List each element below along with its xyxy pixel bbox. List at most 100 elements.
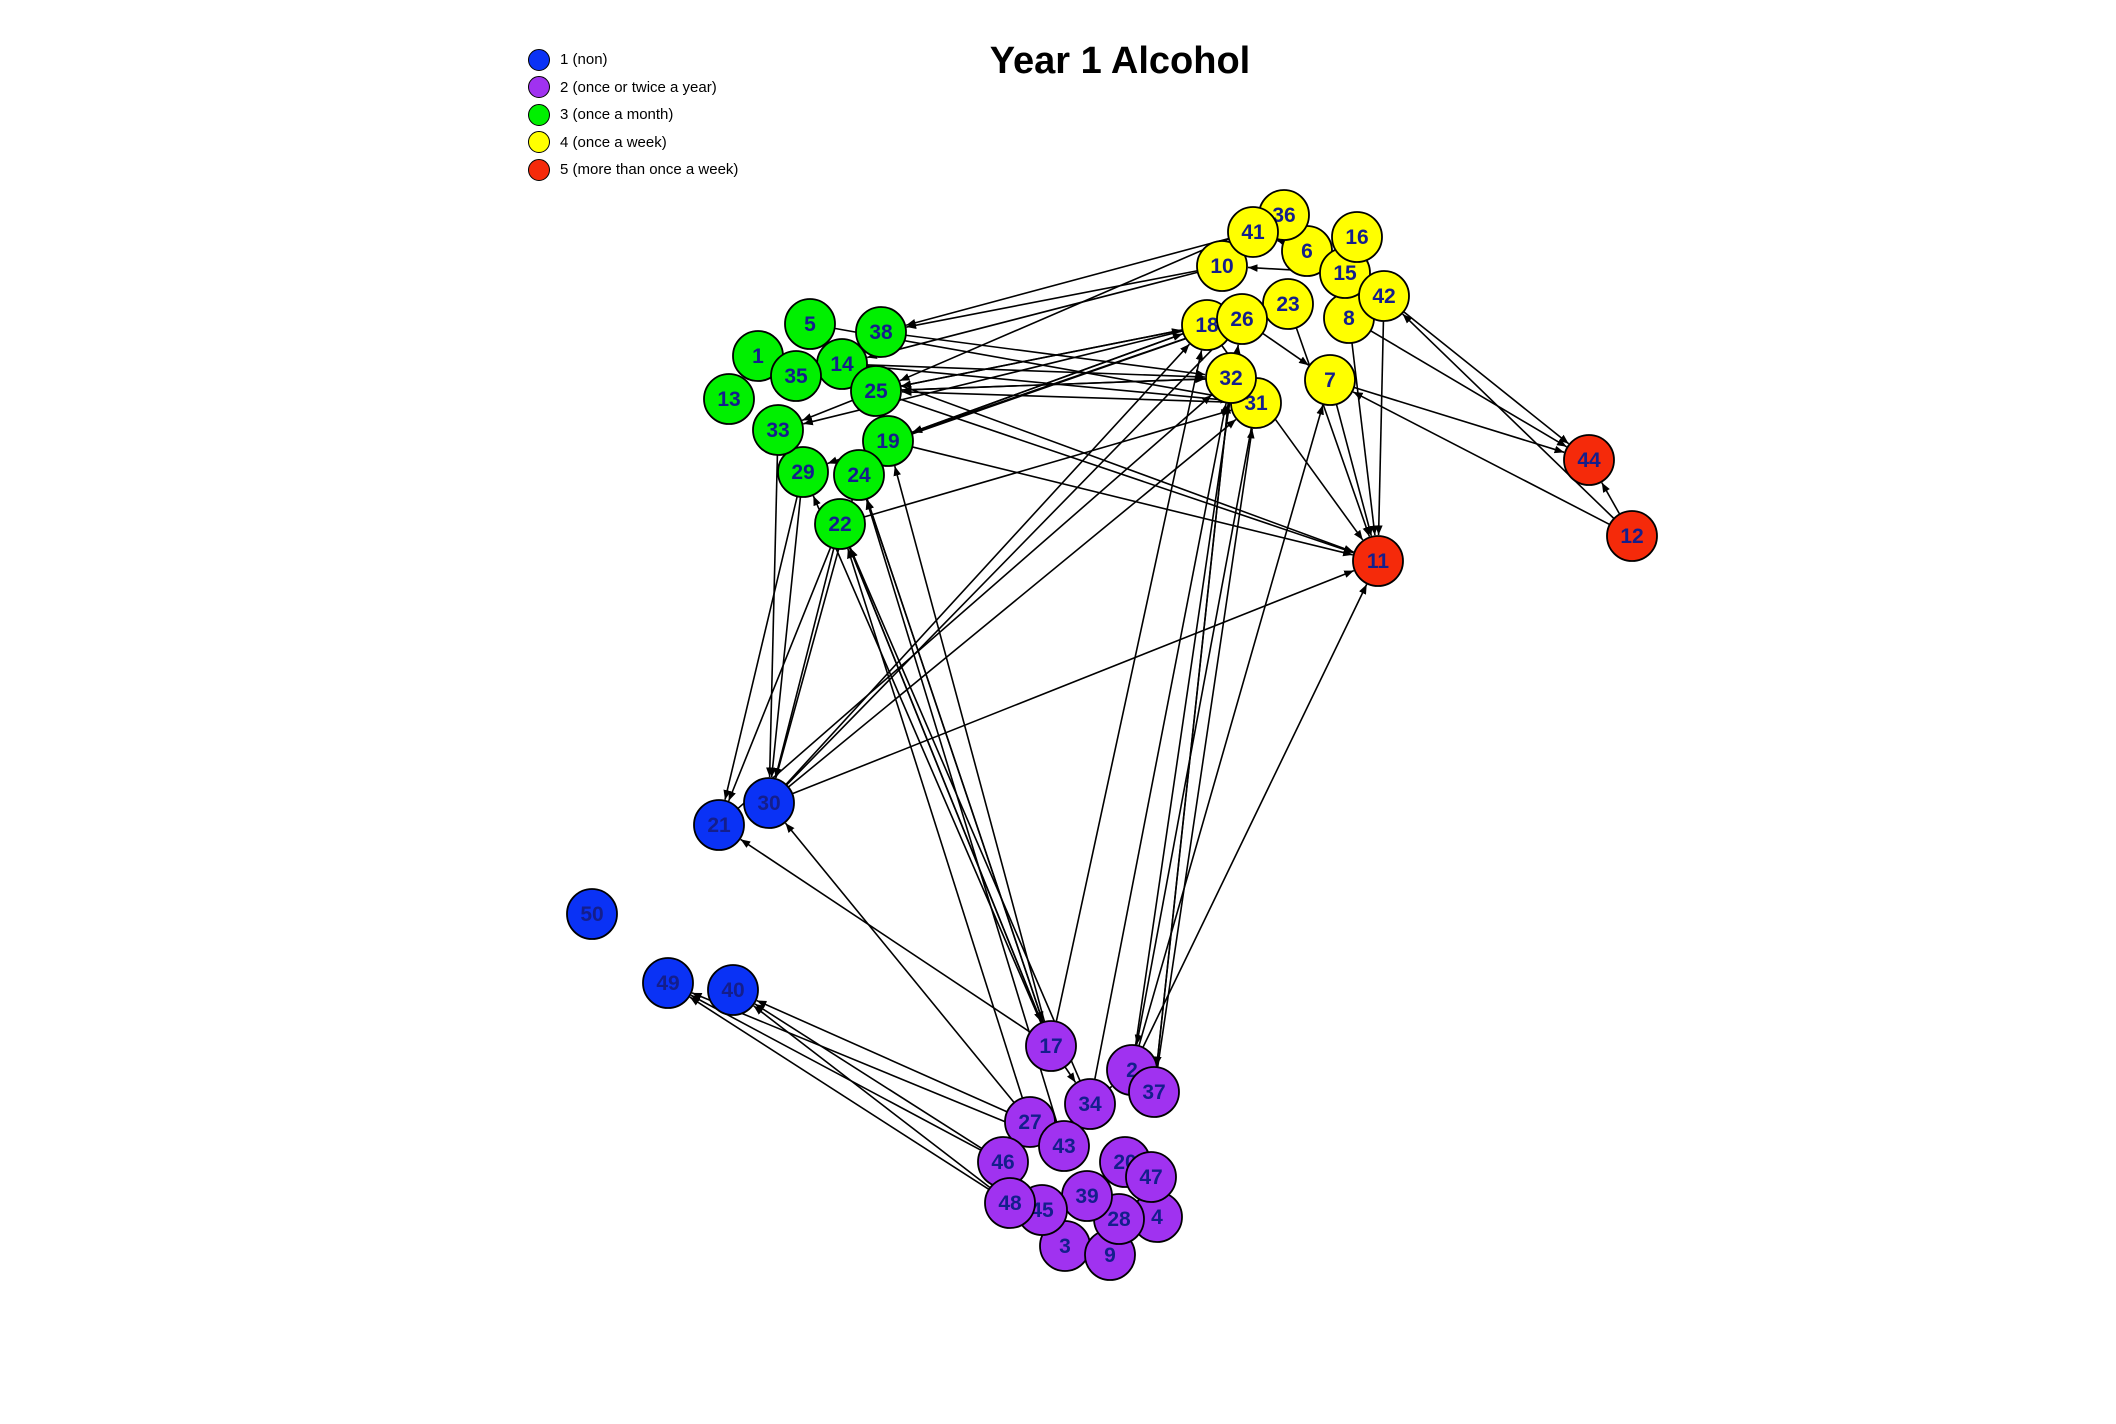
edge-2-to-7: [1138, 404, 1324, 1047]
legend-label-level-2: 2 (once or twice a year): [560, 78, 717, 96]
edge-22-to-21: [727, 546, 832, 802]
node-12: 12: [1606, 510, 1658, 562]
edge-30-to-31: [787, 418, 1237, 788]
node-36: 36: [1258, 189, 1310, 241]
node-label-8: 8: [1343, 307, 1355, 330]
edge-32-to-37: [1153, 402, 1230, 1067]
edge-25-to-33: [801, 399, 854, 422]
edge-29-to-30: [768, 496, 802, 778]
node-label-11: 11: [1367, 550, 1390, 573]
node-circle-37: [1128, 1066, 1180, 1118]
edge-6-to-41: [1277, 239, 1288, 248]
node-38: 38: [855, 306, 907, 358]
edge-25-to-18: [900, 328, 1182, 387]
node-label-25: 25: [864, 380, 888, 403]
node-39: 39: [1061, 1170, 1113, 1222]
node-circle-25: [850, 365, 902, 417]
node-circle-32: [1205, 352, 1257, 404]
node-42: 42: [1358, 270, 1410, 322]
legend-swatch-level-5: [528, 158, 550, 181]
edge-46-to-40: [754, 1003, 983, 1150]
node-label-19: 19: [876, 430, 899, 453]
node-33: 33: [752, 404, 804, 456]
edge-23-to-11: [1295, 327, 1371, 537]
node-label-37: 37: [1142, 1081, 1165, 1104]
node-5: 5: [784, 298, 836, 350]
node-21: 21: [693, 799, 745, 851]
node-label-23: 23: [1276, 293, 1299, 316]
edge-33-to-30: [766, 454, 779, 778]
node-17: 17: [1025, 1020, 1077, 1072]
legend-label-level-1: 1 (non): [560, 51, 608, 69]
node-44: 44: [1563, 434, 1615, 486]
edge-2-to-11: [1142, 584, 1368, 1048]
node-label-50: 50: [580, 903, 603, 926]
node-49: 49: [642, 957, 694, 1009]
edge-43-to-49: [691, 992, 1042, 1138]
edge-12-to-44: [1601, 482, 1621, 515]
edge-27-to-40: [756, 999, 1008, 1113]
node-label-21: 21: [707, 814, 731, 837]
node-13: 13: [703, 373, 755, 425]
node-25: 25: [850, 365, 902, 417]
node-circle-33: [752, 404, 804, 456]
node-37: 37: [1128, 1066, 1180, 1118]
node-circle-16: [1331, 211, 1383, 263]
node-label-40: 40: [721, 979, 744, 1002]
edge-48-to-49: [689, 996, 990, 1191]
edge-42-to-44: [1403, 310, 1570, 445]
node-label-4: 4: [1151, 1206, 1163, 1229]
node-22: 22: [814, 498, 866, 550]
edge-10-to-14: [866, 271, 1198, 359]
node-label-28: 28: [1107, 1208, 1131, 1231]
node-label-27: 27: [1018, 1111, 1041, 1134]
legend-swatch-level-1: [528, 48, 550, 71]
node-24: 24: [833, 449, 885, 501]
edge-31-to-2: [1134, 427, 1253, 1045]
node-circle-40: [707, 964, 759, 1016]
node-label-15: 15: [1333, 262, 1357, 285]
node-circle-44: [1563, 434, 1615, 486]
node-label-36: 36: [1272, 204, 1295, 227]
node-circle-43: [1038, 1120, 1090, 1172]
node-circle-47: [1125, 1151, 1177, 1203]
node-circle-22: [814, 498, 866, 550]
node-circle-38: [855, 306, 907, 358]
node-29: 29: [777, 446, 829, 498]
node-label-12: 12: [1620, 525, 1643, 548]
legend-item-level-4: 4 (once a week): [528, 129, 738, 157]
node-label-31: 31: [1244, 392, 1268, 415]
node-circle-35: [770, 350, 822, 402]
legend-label-level-4: 4 (once a week): [560, 133, 667, 151]
legend-item-level-3: 3 (once a month): [528, 101, 738, 129]
node-41: 41: [1227, 206, 1279, 258]
node-circle-7: [1304, 354, 1356, 406]
edge-19-to-18: [911, 333, 1183, 434]
node-32: 32: [1205, 352, 1257, 404]
edge-17-to-29: [812, 495, 1042, 1024]
edge-12-to-42: [1402, 313, 1615, 520]
legend-item-level-5: 5 (more than once a week): [528, 156, 738, 184]
node-label-26: 26: [1230, 308, 1253, 331]
node-43: 43: [1038, 1120, 1090, 1172]
legend-swatch-level-2: [528, 76, 550, 99]
edge-31-to-25: [901, 388, 1232, 404]
node-11: 11: [1352, 535, 1404, 587]
node-label-7: 7: [1324, 369, 1336, 392]
node-26: 26: [1216, 293, 1268, 345]
legend-item-level-1: 1 (non): [528, 46, 738, 74]
edge-19-to-11: [912, 446, 1353, 557]
edge-22-to-31: [863, 409, 1232, 518]
edge-27-to-22: [847, 548, 1024, 1099]
legend-swatch-level-3: [528, 103, 550, 126]
legend-label-level-3: 3 (once a month): [560, 106, 674, 124]
node-35: 35: [770, 350, 822, 402]
node-circle-29: [777, 446, 829, 498]
node-circle-21: [693, 799, 745, 851]
node-label-17: 17: [1039, 1035, 1062, 1058]
node-circle-13: [703, 373, 755, 425]
node-label-45: 45: [1030, 1199, 1054, 1222]
node-label-14: 14: [830, 353, 854, 376]
